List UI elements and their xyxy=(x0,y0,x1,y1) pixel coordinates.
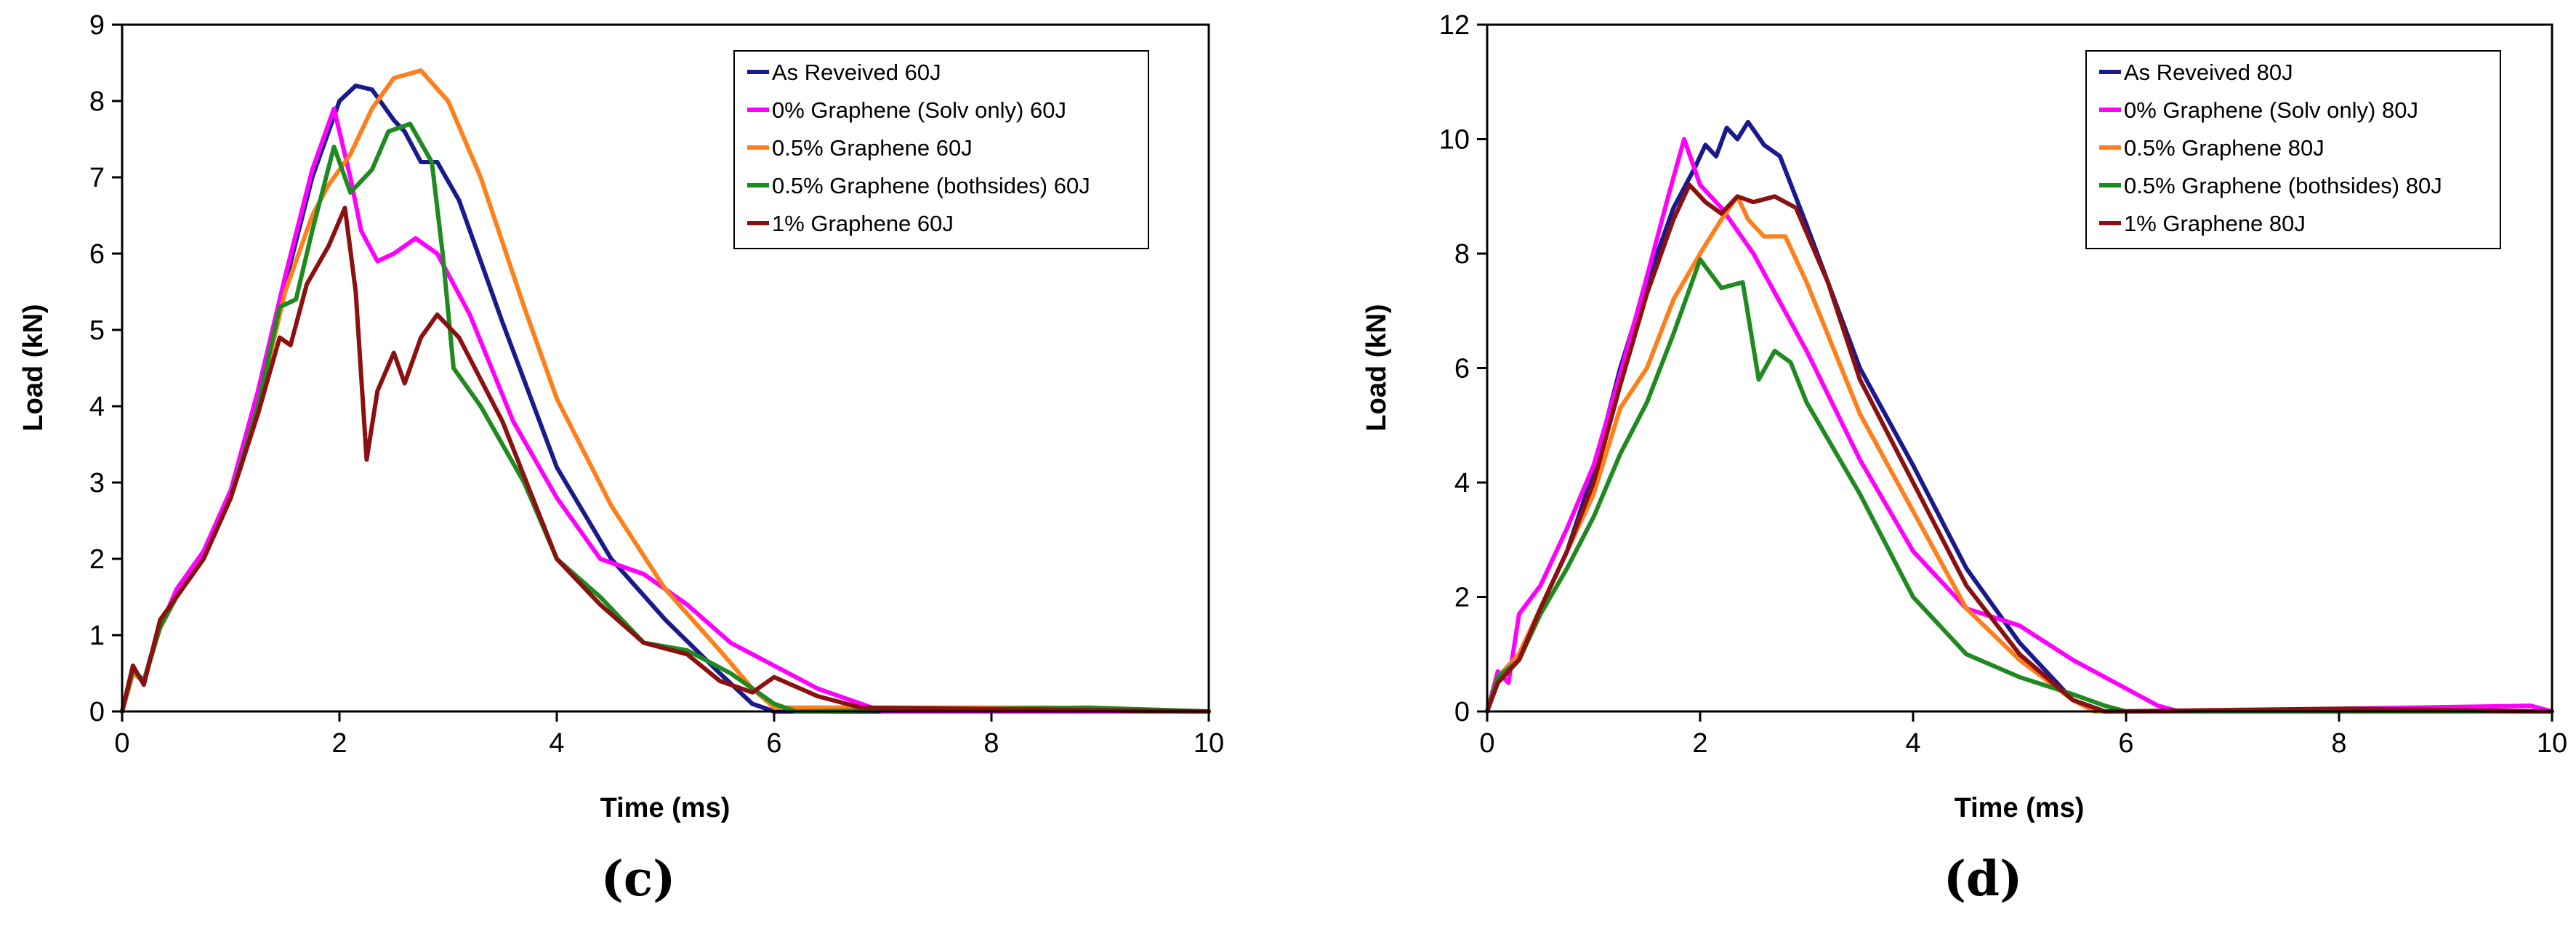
legend-label: 0.5% Graphene 60J xyxy=(772,135,973,161)
x-tick-label: 10 xyxy=(2537,728,2567,759)
legend-item: 0.5% Graphene (bothsides) 80J xyxy=(2099,173,2442,198)
y-axis-label: Load (kN) xyxy=(18,304,49,431)
y-tick-label: 5 xyxy=(89,315,105,346)
x-tick-label: 6 xyxy=(766,728,781,759)
legend-label: 1% Graphene 80J xyxy=(2124,211,2306,236)
x-tick-label: 0 xyxy=(114,728,129,759)
series-line-2 xyxy=(1485,137,2554,714)
x-tick-label: 4 xyxy=(549,728,564,759)
legend-item: As Reveived 60J xyxy=(747,60,941,85)
x-tick-label: 0 xyxy=(1479,728,1494,759)
x-tick-label: 6 xyxy=(2118,728,2133,759)
legend-item: 0.5% Graphene 60J xyxy=(747,135,973,161)
legend-item: As Reveived 80J xyxy=(2099,60,2293,85)
legend-box xyxy=(2085,50,2501,249)
legend-item: 1% Graphene 80J xyxy=(2099,211,2306,236)
x-axis-label: Time (ms) xyxy=(600,793,730,823)
x-tick-label: 4 xyxy=(1905,728,1920,759)
y-tick-label: 10 xyxy=(1439,125,1470,156)
series-line-5 xyxy=(120,206,1211,714)
y-tick-label: 7 xyxy=(89,163,105,193)
x-axis-label: Time (ms) xyxy=(1955,793,2085,823)
plot-area xyxy=(121,23,1210,713)
legend: As Reveived 60J 0% Graphene (Solv only) … xyxy=(733,50,1149,249)
legend-label: 0% Graphene (Solv only) 80J xyxy=(2124,97,2418,123)
legend-item: 0.5% Graphene (bothsides) 60J xyxy=(747,173,1090,198)
x-tick-label: 2 xyxy=(1692,728,1707,759)
series-line-2 xyxy=(120,106,1211,714)
y-tick-label: 8 xyxy=(89,86,105,117)
legend-item: 0% Graphene (Solv only) 80J xyxy=(2099,97,2418,123)
y-tick-label: 6 xyxy=(89,239,105,270)
y-tick-label: 0 xyxy=(89,697,105,727)
y-tick-label: 2 xyxy=(1454,583,1470,613)
y-tick-label: 4 xyxy=(1454,468,1470,499)
legend-label: 0.5% Graphene (bothsides) 60J xyxy=(772,173,1090,198)
legend-label: As Reveived 80J xyxy=(2124,60,2293,85)
legend: As Reveived 80J 0% Graphene (Solv only) … xyxy=(2085,50,2501,249)
legend-item: 1% Graphene 60J xyxy=(747,211,954,236)
y-tick-label: 9 xyxy=(89,10,105,41)
series-line-4 xyxy=(1485,257,2554,714)
legend-label: 1% Graphene 60J xyxy=(772,211,954,236)
y-tick-label: 2 xyxy=(89,544,105,575)
y-tick-label: 8 xyxy=(1454,239,1470,270)
series-line-5 xyxy=(1485,182,2554,714)
y-tick-label: 0 xyxy=(1454,697,1470,727)
legend-item: 0.5% Graphene 80J xyxy=(2099,135,2325,161)
y-tick-label: 12 xyxy=(1439,10,1470,41)
panel-label-c: (c) xyxy=(600,850,676,907)
y-tick-label: 1 xyxy=(89,621,105,651)
legend-box xyxy=(733,50,1149,249)
legend-label: 0.5% Graphene 80J xyxy=(2124,135,2325,161)
x-tick-label: 2 xyxy=(331,728,347,759)
x-tick-label: 8 xyxy=(2331,728,2346,759)
panel-label-d: (d) xyxy=(1943,850,2023,907)
y-tick-label: 6 xyxy=(1454,354,1470,384)
y-axis-label: Load (kN) xyxy=(1361,304,1392,431)
y-tick-label: 3 xyxy=(89,468,105,499)
chart-d: 0 2 4 6 8 10 0 2 4 6 8 10 12 Load (kN) Time (ms) As … xyxy=(1361,10,2567,823)
legend-item: 0% Graphene (Solv only) 60J xyxy=(747,97,1066,123)
legend-label: 0.5% Graphene (bothsides) 80J xyxy=(2124,173,2442,198)
legend-label: 0% Graphene (Solv only) 60J xyxy=(772,97,1066,123)
chart-c: 0 2 4 6 8 10 0 1 2 3 4 5 6 7 8 9 Load (kN) Time (ms) As… xyxy=(18,10,1224,823)
legend-label: As Reveived 60J xyxy=(772,60,941,85)
x-tick-label: 10 xyxy=(1194,728,1224,759)
x-tick-label: 8 xyxy=(983,728,999,759)
y-tick-label: 4 xyxy=(89,392,105,422)
